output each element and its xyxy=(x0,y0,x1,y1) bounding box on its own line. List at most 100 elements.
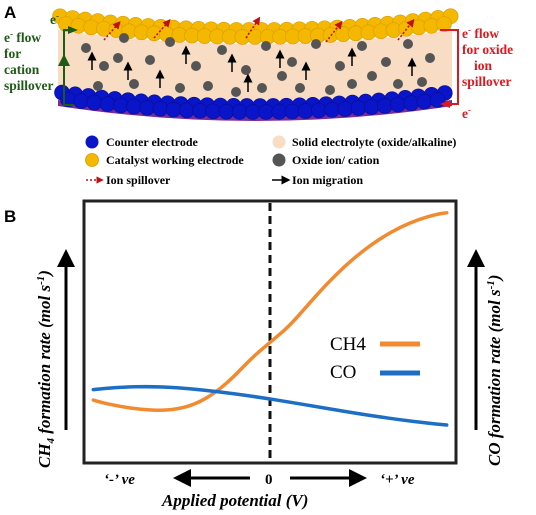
counter-electrode-sphere xyxy=(179,102,195,119)
oxide-flow-label: e- flow for oxide ion spillover xyxy=(462,25,517,89)
ion-particle xyxy=(241,65,251,75)
ion-particle xyxy=(217,45,227,55)
counter-electrode-sphere xyxy=(284,103,301,120)
ion-particle xyxy=(425,53,435,63)
legend-ion-label: Oxide ion/ cation xyxy=(292,153,380,167)
counter-electrode-sphere xyxy=(350,100,367,116)
panel-a-label: A xyxy=(4,3,16,22)
ion-particle xyxy=(113,53,123,63)
counter-electrode-sphere xyxy=(403,95,420,111)
counter-electrode-sphere xyxy=(218,103,235,120)
oxide-flow-wire xyxy=(440,29,459,105)
ion-particle xyxy=(403,39,413,49)
counter-electrode-sphere xyxy=(258,104,274,120)
ion-particle xyxy=(231,87,241,97)
legend-electrolyte-label: Solid electrolyte (oxide/alkaline) xyxy=(292,135,456,149)
cation-flow-arrowhead xyxy=(68,26,78,34)
counter-electrode-sphere xyxy=(390,96,406,113)
ion-spillover-arrow xyxy=(103,20,121,41)
ion-particle xyxy=(175,83,185,93)
counter-electrode-sphere xyxy=(310,102,327,119)
counter-electrode-sphere xyxy=(152,100,169,117)
x-axis-label: Applied potential (V) xyxy=(161,491,308,510)
ion-particle xyxy=(203,81,213,91)
series-group xyxy=(91,211,449,427)
ion-particle xyxy=(145,55,155,65)
ion-migration-arrows xyxy=(87,45,417,92)
ion-particle xyxy=(367,71,377,81)
legend-spillover-label: Ion spillover xyxy=(106,173,171,187)
counter-electrode-sphere xyxy=(297,103,314,119)
ion-particle xyxy=(287,57,297,67)
ion-particle xyxy=(347,79,357,89)
ion-particle xyxy=(277,71,287,81)
counter-electrode-sphere xyxy=(73,93,89,109)
counter-electrode-sphere xyxy=(113,97,129,114)
electrochemical-cell xyxy=(52,8,459,121)
ion-particle xyxy=(129,79,139,89)
counter-electrode-sphere xyxy=(337,101,354,117)
counter-electrode-sphere xyxy=(271,103,288,120)
ion-particle xyxy=(261,41,271,51)
right-axis-label: CO formation rate (mol s-1) xyxy=(485,275,504,466)
legend-counter-swatch xyxy=(85,135,99,149)
ion-particle xyxy=(311,39,321,49)
substrate-layer xyxy=(58,100,452,121)
ion-particle xyxy=(81,43,91,53)
ion-spillover-arrows xyxy=(103,16,415,43)
ions-group xyxy=(81,33,435,97)
legend-counter-label: Counter electrode xyxy=(106,135,199,149)
ion-particle xyxy=(357,41,367,51)
ion-particle xyxy=(99,61,109,71)
counter-electrode-sphere xyxy=(429,92,446,108)
cation-flow-label: e- flow for cation spillover xyxy=(4,29,54,93)
counter-electrode-sphere xyxy=(165,101,182,118)
cation-flow-circuit xyxy=(58,26,78,106)
plot-frame xyxy=(82,199,458,465)
ion-particle xyxy=(165,37,175,47)
catalyst-working-electrode-layer xyxy=(52,8,459,45)
x-tick-zero: 0 xyxy=(265,472,273,488)
counter-electrode-sphere xyxy=(99,96,116,112)
ion-particle xyxy=(257,83,267,93)
left-axis-label: CH4 formation rate (mol s-1) xyxy=(35,270,57,468)
oxide-bottom-electron-marker: e- xyxy=(462,105,471,121)
counter-electrode-sphere xyxy=(205,103,221,120)
ion-particle xyxy=(295,83,305,93)
legend-catalyst-label: Catalyst working electrode xyxy=(106,153,244,167)
cation-top-electron-marker: e- xyxy=(50,11,59,27)
x-tick-negative: ‘-’ ve xyxy=(104,472,135,488)
series-line-ch4 xyxy=(91,211,449,412)
legend-ch4-label: CH4 xyxy=(330,334,366,355)
counter-electrode-sphere xyxy=(139,100,155,116)
legend-migration-label: Ion migration xyxy=(292,173,363,187)
ion-particle xyxy=(119,33,129,43)
ion-spillover-arrow xyxy=(153,18,171,39)
ion-particle xyxy=(393,79,403,89)
cation-flow-label-electron: e xyxy=(4,30,10,45)
series-line-co xyxy=(91,384,449,427)
counter-electrode-sphere xyxy=(192,103,208,119)
counter-electrode-sphere xyxy=(376,98,393,114)
counter-electrode-sphere xyxy=(324,102,340,118)
catalyst-sphere xyxy=(436,16,452,32)
counter-electrode-sphere xyxy=(231,104,248,120)
oxide-flow-arrowhead xyxy=(440,100,450,108)
x-tick-positive: ‘+’ ve xyxy=(380,472,415,488)
legend-catalyst-swatch xyxy=(85,153,99,167)
ion-particle xyxy=(191,61,201,71)
oxide-flow-circuit xyxy=(440,29,459,108)
counter-electrode-sphere xyxy=(126,98,142,115)
ion-particle xyxy=(325,85,335,95)
panel-b-label: B xyxy=(4,207,16,226)
ion-particle xyxy=(417,77,427,87)
legend-electrolyte-swatch xyxy=(272,135,286,149)
ion-particle xyxy=(93,81,103,91)
legend-co-label: CO xyxy=(330,362,356,383)
counter-electrode-sphere xyxy=(86,94,103,111)
counter-electrode-sphere xyxy=(245,104,261,120)
ion-particle xyxy=(381,57,391,67)
counter-electrode-sphere xyxy=(416,93,433,110)
legend: Counter electrode Catalyst working elect… xyxy=(85,135,456,187)
